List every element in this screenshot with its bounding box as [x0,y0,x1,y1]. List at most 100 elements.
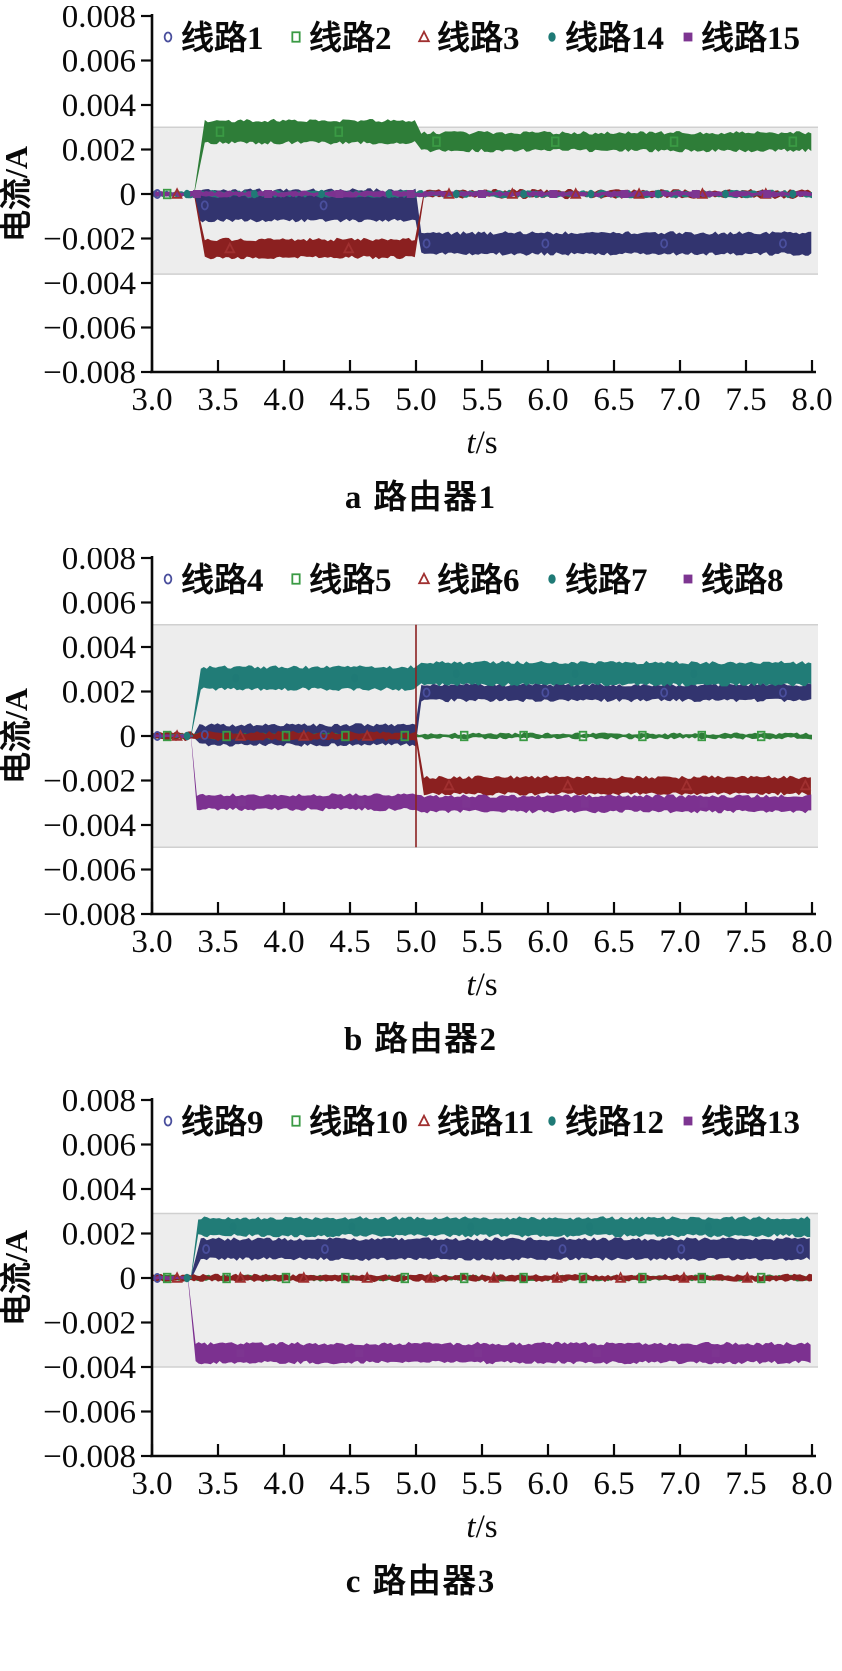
x-axis-ticks: 3.0 3.5 4.0 4.5 5.0 5.5 6.0 6.5 7.0 7.5 8.0 [131,360,833,418]
legend-item-线路12: 线路12 [548,1104,664,1141]
y-axis-ticks: 0.008 0.006 0.004 0.002 0 −0.002 −0.004 −0.006 −… [43,6,152,391]
x-tick-label: 6.5 [593,382,634,418]
y-axis-title: 电流/A [0,688,34,784]
legend-item-线路10: 线路10 [291,1104,408,1141]
y-axis-title: 电流/A [0,1230,34,1326]
x-tick-label: 3.5 [197,1466,238,1502]
legend-item-线路4: 线路4 [163,562,264,599]
x-tick-label: 3.0 [131,1466,172,1502]
x-tick-label: 6.0 [527,924,568,960]
x-tick-label: 3.5 [197,924,238,960]
y-tick-label: −0.008 [43,1439,136,1475]
legend-label: 线路6 [437,562,520,599]
legend-label: 线路10 [309,1104,408,1141]
x-axis-ticks: 3.0 3.5 4.0 4.5 5.0 5.5 6.0 6.5 7.0 7.5 8.0 [131,902,833,960]
legend-item-线路15: 线路15 [683,20,800,57]
legend: 线路9 线路10 线路11 线路12 线路13 [163,1104,800,1141]
y-tick-label: 0.008 [62,1090,136,1119]
legend-label: 线路5 [309,562,392,599]
x-tick-label: 6.0 [527,1466,568,1502]
x-tick-label: 6.5 [593,924,634,960]
x-axis-ticks: 3.0 3.5 4.0 4.5 5.0 5.5 6.0 6.5 7.0 7.5 8.0 [131,1444,833,1502]
legend-item-线路5: 线路5 [291,562,392,599]
x-tick-label: 3.5 [197,382,238,418]
legend-item-线路11: 线路11 [417,1104,534,1141]
x-tick-label: 5.5 [461,924,502,960]
y-tick-label: −0.002 [43,1306,136,1342]
legend-item-线路1: 线路1 [163,20,264,57]
x-tick-label: 5.5 [461,1466,502,1502]
legend-label: 线路2 [309,20,392,57]
x-tick-label: 4.5 [329,382,370,418]
y-tick-label: 0 [120,1261,137,1297]
legend-label: 线路8 [701,562,784,599]
y-tick-label: 0.002 [62,133,136,169]
plot-area-b: 0.008 0.006 0.004 0.002 0 −0.002 −0.004 −0.006 −… [0,548,833,1003]
legend: 线路1 线路2 线路3 线路14 线路15 [163,20,800,57]
plot-area-a: 0.008 0.006 0.004 0.002 0 −0.002 −0.004 −0.006 −… [0,6,833,461]
x-tick-label: 6.0 [527,382,568,418]
x-axis-title: t/s [466,967,497,1003]
x-axis-title: t/s [466,1509,497,1545]
x-tick-label: 7.0 [659,382,700,418]
legend-label: 线路15 [701,20,800,57]
y-tick-label: −0.008 [43,355,136,391]
x-tick-label: 7.5 [725,924,766,960]
y-tick-label: −0.004 [43,808,136,844]
x-tick-label: 4.5 [329,924,370,960]
x-tick-label: 5.0 [395,924,436,960]
legend-label: 线路9 [181,1104,264,1141]
y-tick-label: 0.008 [62,548,136,577]
legend-label: 线路4 [181,562,264,599]
legend-item-线路2: 线路2 [291,20,392,57]
y-axis-ticks: 0.008 0.006 0.004 0.002 0 −0.002 −0.004 −0.006 −… [43,548,152,933]
x-tick-label: 8.0 [791,924,832,960]
y-tick-label: −0.006 [43,311,136,347]
legend-label: 线路14 [565,20,664,57]
router2-chart-figure: 0.008 0.006 0.004 0.002 0 −0.002 −0.004 −0.006 −… [0,548,842,1060]
legend-item-线路8: 线路8 [683,562,784,599]
y-tick-label: 0.006 [62,1128,136,1164]
y-tick-label: 0.008 [62,6,136,35]
x-tick-label: 7.5 [725,382,766,418]
router1-chart: 0.008 0.006 0.004 0.002 0 −0.002 −0.004 −0.006 −… [0,6,833,461]
legend-item-线路9: 线路9 [163,1104,264,1141]
legend-label: 线路13 [701,1104,800,1141]
router1-chart-figure: 0.008 0.006 0.004 0.002 0 −0.002 −0.004 −0.006 −… [0,6,842,518]
y-tick-label: −0.006 [43,1395,136,1431]
chart-b-caption: b 路由器2 [343,1022,499,1058]
series-markers [153,669,812,808]
series-线路11 [152,1273,812,1283]
series-线路6 [152,730,811,796]
y-tick-label: 0.004 [62,630,136,666]
y-axis-title: 电流/A [0,146,34,242]
y-axis-ticks: 0.008 0.006 0.004 0.002 0 −0.002 −0.004 −0.006 −… [43,1090,152,1475]
x-tick-label: 7.0 [659,924,700,960]
x-tick-label: 8.0 [791,1466,832,1502]
router3-chart-figure: 0.008 0.006 0.004 0.002 0 −0.002 −0.004 −0.006 −… [0,1090,842,1602]
y-tick-label: −0.002 [43,764,136,800]
router3-chart: 0.008 0.006 0.004 0.002 0 −0.002 −0.004 −0.006 −… [0,1090,833,1545]
y-tick-label: 0 [120,177,137,213]
series-markers [153,1222,805,1358]
y-tick-label: 0 [120,719,137,755]
legend-label: 线路7 [565,562,648,599]
x-tick-label: 4.0 [263,924,304,960]
legend: 线路4 线路5 线路6 线路7 线路8 [163,562,784,599]
router2-chart: 0.008 0.006 0.004 0.002 0 −0.002 −0.004 −0.006 −… [0,548,833,1003]
figure-page: 0.008 0.006 0.004 0.002 0 −0.002 −0.004 −0.006 −… [0,6,842,1602]
x-tick-label: 7.5 [725,1466,766,1502]
y-tick-label: 0.004 [62,88,136,124]
legend-label: 线路1 [181,20,264,57]
y-tick-label: 0.002 [62,1217,136,1253]
y-tick-label: 0.004 [62,1172,136,1208]
y-tick-label: −0.006 [43,853,136,889]
legend-item-线路7: 线路7 [548,562,648,599]
x-tick-label: 4.0 [263,1466,304,1502]
x-tick-label: 3.0 [131,382,172,418]
x-tick-label: 4.0 [263,382,304,418]
legend-item-线路6: 线路6 [417,562,520,599]
chart-a-caption: a 路由器1 [344,480,498,516]
x-tick-label: 4.5 [329,1466,370,1502]
y-tick-label: −0.008 [43,897,136,933]
